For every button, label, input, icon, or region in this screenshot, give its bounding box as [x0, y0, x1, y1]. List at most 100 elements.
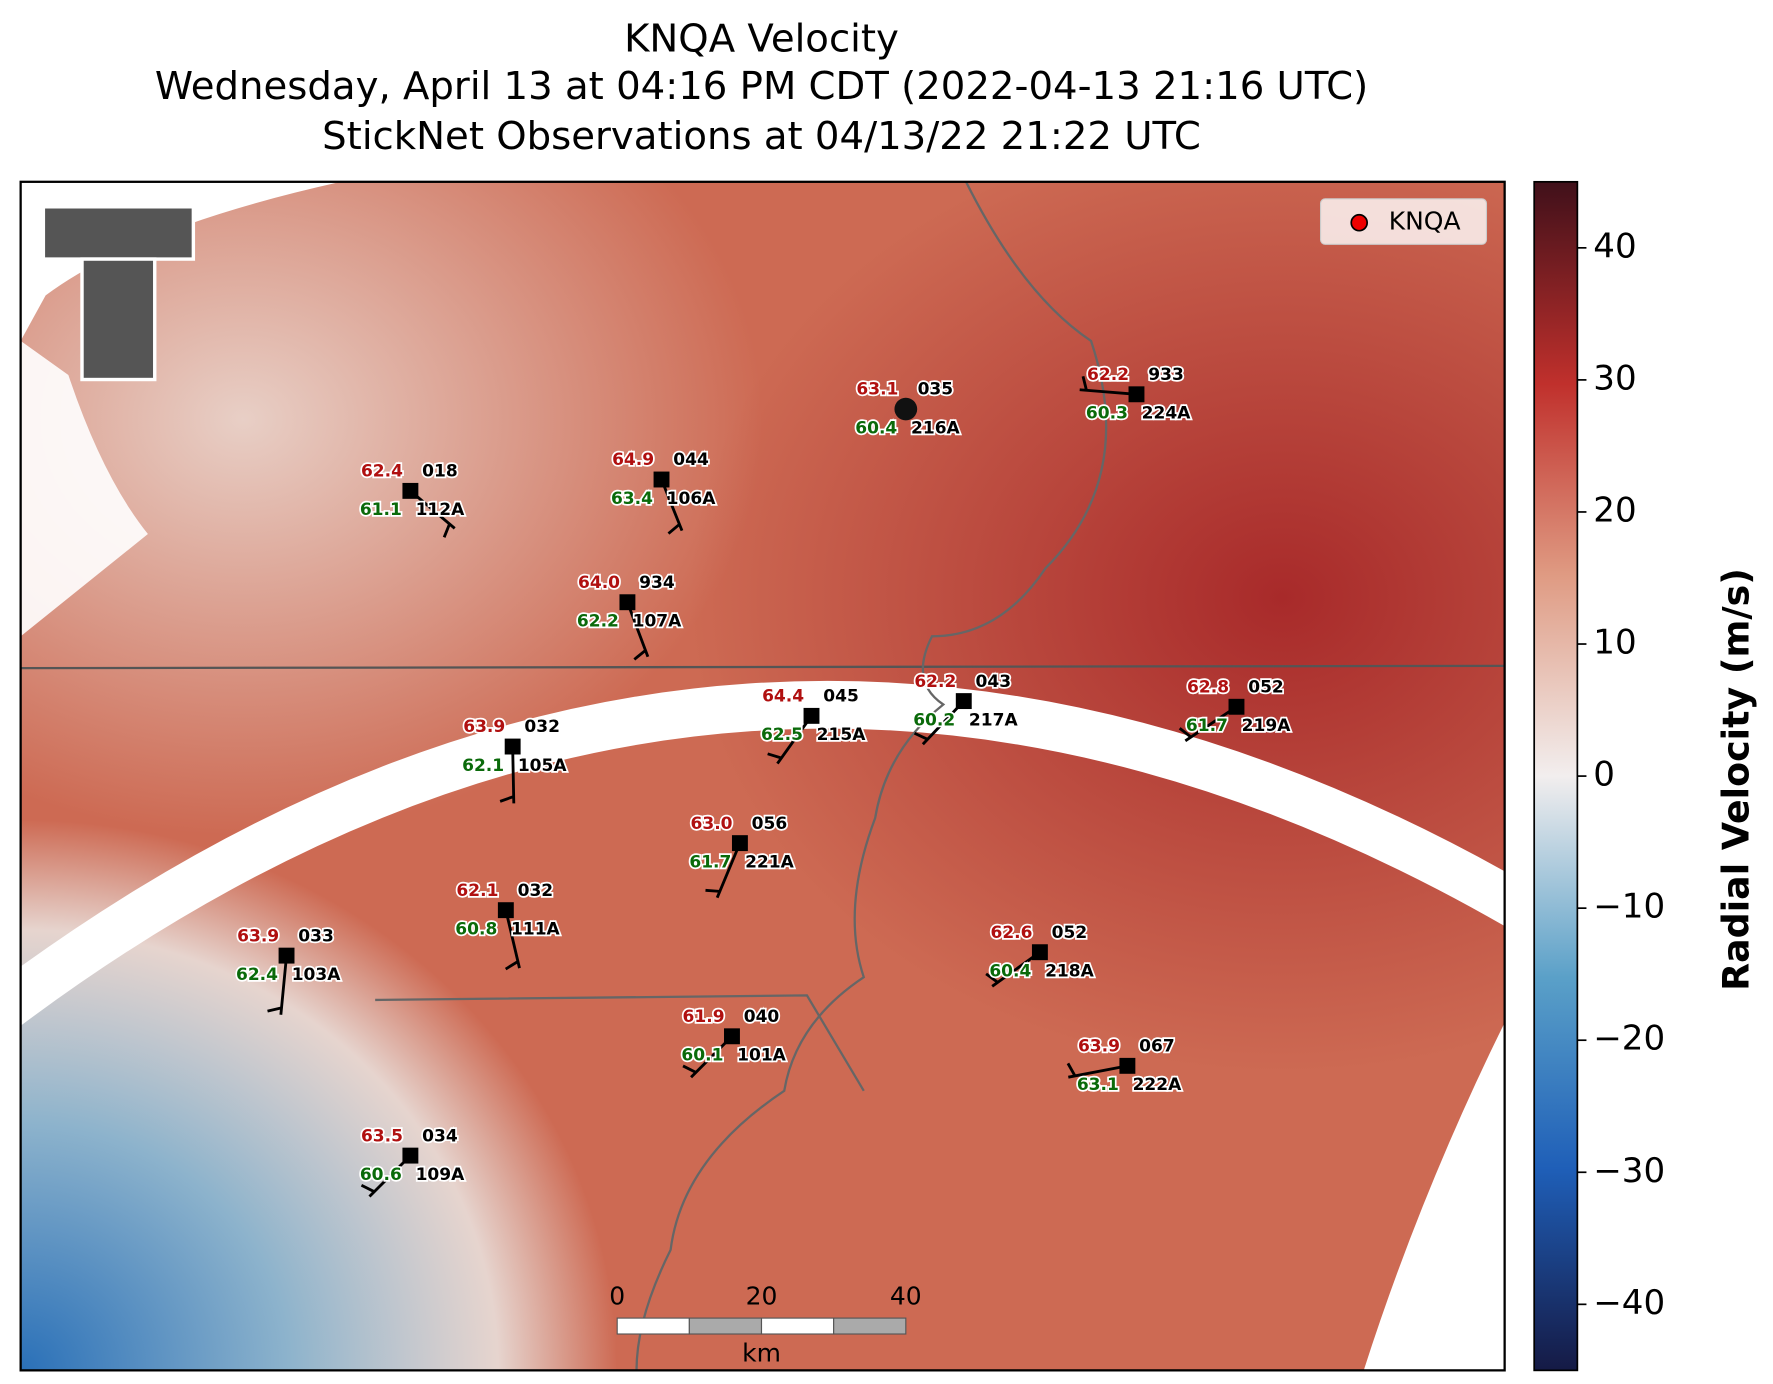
station-id: 217A — [969, 710, 1019, 730]
station-id: 219A — [1242, 716, 1292, 736]
colorbar — [1533, 180, 1579, 1372]
dewpoint: 62.1 — [462, 756, 504, 776]
station-value: 056 — [752, 814, 788, 834]
wind-barb — [1178, 705, 1238, 743]
colorbar-tick-label: −10 — [1593, 887, 1665, 927]
colorbar-tick-label: 10 — [1593, 623, 1636, 663]
temperature: 62.2 — [1087, 365, 1129, 385]
station-id: 221A — [745, 852, 795, 872]
scale-unit: km — [742, 1338, 781, 1367]
station-marker — [724, 1028, 740, 1045]
temperature: 63.9 — [463, 717, 505, 737]
dewpoint: 60.8 — [455, 919, 497, 939]
wind-barb — [267, 955, 288, 1015]
legend-label: KNQA — [1389, 207, 1461, 236]
station-marker — [1228, 698, 1245, 715]
station-id: 111A — [511, 919, 561, 939]
temperature: 64.0 — [578, 573, 620, 593]
dewpoint: 62.5 — [761, 725, 803, 745]
station-marker — [402, 482, 419, 499]
station-marker — [803, 707, 820, 724]
radar-site — [894, 397, 918, 421]
dewpoint: 60.6 — [360, 1165, 402, 1185]
station-marker — [504, 738, 521, 755]
subtitle: StickNet Observations at 04/13/22 21:22 … — [322, 114, 1201, 159]
dewpoint: 63.4 — [611, 489, 653, 509]
temperature: 61.9 — [683, 1007, 725, 1027]
dewpoint: 62.4 — [236, 965, 278, 985]
station-value: 033 — [298, 926, 334, 946]
scale-label: 0 — [609, 1282, 625, 1311]
dewpoint: 60.1 — [681, 1046, 723, 1066]
wind-barb — [705, 842, 742, 899]
dewpoint: 60.4 — [989, 962, 1031, 982]
logo — [41, 205, 196, 382]
temperature: 63.9 — [237, 926, 279, 946]
wind-barb — [499, 746, 516, 804]
station-marker — [497, 902, 514, 919]
station-value: 032 — [524, 717, 560, 737]
wind-barb — [1079, 375, 1137, 396]
station-id: 107A — [633, 612, 683, 632]
temperature: 64.9 — [612, 450, 654, 470]
station-marker — [1119, 1057, 1136, 1074]
temperature: 63.0 — [690, 814, 732, 834]
colorbar-tick-label: −40 — [1593, 1283, 1665, 1323]
colorbar-tick-label: −30 — [1593, 1151, 1665, 1191]
station-value: 044 — [673, 450, 709, 470]
radar-image — [20, 181, 1505, 1371]
dewpoint: 60.3 — [1086, 404, 1128, 424]
temperature: 64.4 — [762, 687, 804, 707]
station-value: 018 — [422, 462, 458, 482]
scale-bar — [616, 1317, 907, 1335]
scale-label: 40 — [890, 1282, 922, 1311]
wind-barb — [985, 951, 1041, 988]
station-value: 032 — [518, 881, 554, 901]
temperature: 62.1 — [456, 881, 498, 901]
colorbar-tick-label: −20 — [1593, 1019, 1665, 1059]
dewpoint: 61.1 — [360, 500, 402, 520]
station-id: 222A — [1133, 1075, 1183, 1095]
colorbar-tick-label: 20 — [1593, 490, 1636, 530]
station-marker — [1031, 944, 1048, 961]
temperature: 63.1 — [856, 380, 898, 400]
station-value: 035 — [918, 380, 954, 400]
title: KNQA Velocity — [624, 16, 899, 61]
station-value: 052 — [1052, 923, 1088, 943]
station-id: 106A — [667, 489, 717, 509]
map-frame — [19, 180, 1506, 1372]
wind-barb — [504, 909, 521, 971]
colorbar-tick-label: 30 — [1593, 358, 1636, 398]
dewpoint: 61.7 — [689, 852, 731, 872]
subtitle: Wednesday, April 13 at 04:16 PM CDT (202… — [155, 64, 1368, 109]
station-id: 218A — [1045, 962, 1095, 982]
station-marker — [955, 693, 972, 710]
temperature: 62.2 — [914, 672, 956, 692]
station-value: 933 — [1148, 365, 1184, 385]
station-marker — [1128, 386, 1145, 403]
colorbar-label: Radial Velocity (m/s) — [1715, 568, 1758, 991]
station-value: 067 — [1139, 1037, 1175, 1057]
colorbar-tick-label: 40 — [1593, 226, 1636, 266]
station-marker — [402, 1147, 419, 1164]
wind-barb — [1066, 1062, 1128, 1079]
station-value: 045 — [823, 687, 859, 707]
dewpoint: 63.1 — [1077, 1075, 1119, 1095]
temperature: 62.8 — [1187, 677, 1229, 697]
temperature: 62.4 — [361, 462, 403, 482]
temperature: 63.5 — [361, 1126, 403, 1146]
station-id: 101A — [737, 1046, 787, 1066]
station-value: 934 — [639, 573, 675, 593]
station-marker — [278, 947, 295, 964]
legend-marker — [1350, 213, 1369, 232]
station-value: 040 — [744, 1007, 780, 1027]
station-id: 216A — [911, 418, 961, 438]
station-id: 215A — [817, 725, 867, 745]
station-id: 112A — [416, 500, 466, 520]
wind-barb — [626, 601, 650, 661]
station-marker — [653, 471, 670, 488]
station-value: 034 — [422, 1126, 458, 1146]
legend-box — [1319, 198, 1488, 245]
dewpoint: 60.2 — [913, 710, 955, 730]
